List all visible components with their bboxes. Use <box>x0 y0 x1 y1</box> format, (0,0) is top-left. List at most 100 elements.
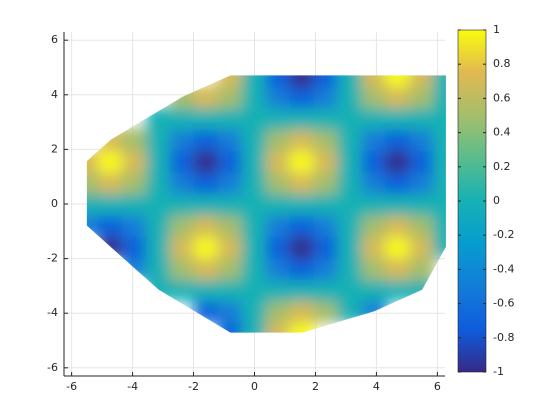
surface-cell <box>265 320 292 333</box>
surface-cell <box>361 299 388 323</box>
surface-cell <box>193 213 220 238</box>
surface-cell <box>217 278 244 302</box>
y-tick-label: -6 <box>47 361 58 374</box>
surface-cell <box>337 75 364 88</box>
surface-cell <box>289 278 316 302</box>
surface-cell <box>361 278 388 302</box>
surface-cell <box>385 192 411 216</box>
surface-cell <box>409 192 436 216</box>
colorbar-tick-label: -0.4 <box>493 262 514 275</box>
surface-cell <box>121 149 148 173</box>
x-tick-label: 2 <box>312 380 319 393</box>
surface-cell <box>169 85 196 109</box>
surface-cell <box>241 75 268 88</box>
surface-cell <box>337 299 364 323</box>
surface-cell <box>169 106 196 130</box>
axes: -6 -4 -2 0 2 4 6 -6 -4 -2 0 2 4 6 <box>47 32 445 393</box>
surface-cell <box>361 149 388 173</box>
colorbar-tick-label: 1 <box>493 23 500 36</box>
surface-cell <box>241 256 268 281</box>
surface-cell <box>217 149 244 173</box>
surface-cell <box>241 127 268 152</box>
surface-cell <box>241 170 268 195</box>
surface-cell <box>433 213 446 238</box>
surface-cell <box>409 127 436 152</box>
surface-cell <box>121 127 148 152</box>
surface-cell <box>265 106 292 130</box>
surface-cell <box>169 213 196 238</box>
surface-cell <box>98 170 124 195</box>
surface-cell <box>337 149 364 173</box>
y-tick-label: -4 <box>47 306 58 319</box>
surface-cell <box>145 235 172 259</box>
surface-cell <box>241 320 268 333</box>
x-tick-label: 0 <box>251 380 258 393</box>
surface-cell <box>289 320 316 333</box>
surface-cell <box>145 256 172 281</box>
surface-cell <box>337 256 364 281</box>
surface-cell <box>289 256 316 281</box>
surface-cell <box>217 256 244 281</box>
surface-cell <box>169 256 196 281</box>
colorbar-tick-label: -0.8 <box>493 331 514 344</box>
surface-cell <box>193 256 220 281</box>
surface-cell <box>265 75 292 88</box>
surface-cell <box>313 170 340 195</box>
surface-cell <box>265 213 292 238</box>
surface-cell <box>313 278 340 302</box>
surface-cell <box>265 149 292 173</box>
surface-cell <box>385 256 411 281</box>
surface-cell <box>86 192 100 216</box>
colorbar: -1 -0.8 -0.6 -0.4 -0.2 0 0.2 0.4 0.6 0.8 1 <box>457 23 514 378</box>
surface-cell <box>313 85 340 109</box>
colorbar-tick-label: 0.6 <box>493 91 511 104</box>
surface-cell <box>361 106 388 130</box>
surface-cell <box>241 299 268 323</box>
surface-cell <box>121 192 148 216</box>
surface-cell <box>409 170 436 195</box>
surface-cell <box>433 106 446 130</box>
colorbar-tick-label: 0.8 <box>493 57 511 70</box>
surface-cell <box>409 106 436 130</box>
y-tick-label: -2 <box>47 252 58 265</box>
surface-cell <box>241 149 268 173</box>
surface-cell <box>313 192 340 216</box>
surface-cell <box>337 235 364 259</box>
surface-cell <box>217 106 244 130</box>
surface-cell <box>169 170 196 195</box>
surface-cell <box>193 235 220 259</box>
surface-cell <box>265 256 292 281</box>
surface-cell <box>98 235 124 259</box>
surface-cell <box>385 85 411 109</box>
surface-cell <box>86 170 100 195</box>
y-tick-label: 6 <box>51 33 58 46</box>
surface-cell <box>217 213 244 238</box>
surface-cell <box>337 127 364 152</box>
surface-cell <box>217 170 244 195</box>
x-tick-label: 6 <box>434 380 441 393</box>
surface-cell <box>433 235 446 259</box>
surface-cell <box>145 106 172 130</box>
surface-cell <box>361 75 388 88</box>
colorbar-tick-label: 0 <box>493 194 500 207</box>
surface-cell <box>86 149 100 173</box>
surface-cell <box>385 235 411 259</box>
surface-cell <box>169 149 196 173</box>
surface-cell <box>145 192 172 216</box>
surface-cell <box>409 278 436 302</box>
surface-cell <box>241 192 268 216</box>
surface-cell <box>313 127 340 152</box>
surface-cell <box>289 106 316 130</box>
surface-cell <box>193 127 220 152</box>
surface-cell <box>193 149 220 173</box>
surface-cell <box>361 235 388 259</box>
surface-cell <box>289 299 316 323</box>
surface-cell <box>385 213 411 238</box>
x-tick-label: 4 <box>373 380 380 393</box>
surface-cell <box>385 127 411 152</box>
colorbar-tick-label: 0.4 <box>493 126 511 139</box>
surface-cell <box>265 235 292 259</box>
colorbar-tick-label: -1 <box>493 365 504 378</box>
surface-cell <box>337 278 364 302</box>
surface-cell <box>169 127 196 152</box>
